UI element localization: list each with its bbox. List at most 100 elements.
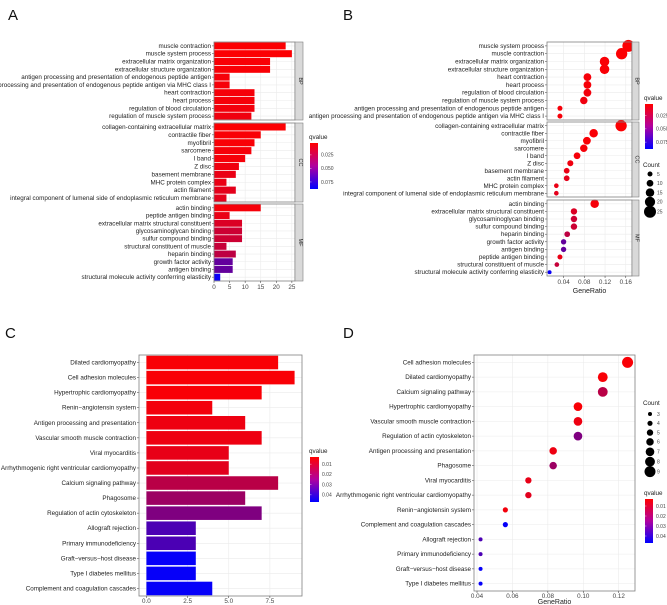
data-point bbox=[478, 552, 483, 557]
legend-tick-label: 20 bbox=[657, 200, 663, 206]
qvalue-legend: qvalue 0.01 0.02 0.03 0.04 bbox=[309, 448, 332, 502]
bar bbox=[146, 536, 196, 551]
category-label: integral component of lumenal side of en… bbox=[343, 190, 544, 197]
bar bbox=[214, 204, 261, 212]
facet-strip-label: MF bbox=[297, 239, 303, 248]
bar bbox=[214, 219, 243, 227]
category-label: extracellular matrix organization bbox=[122, 59, 211, 66]
legend-tick-label: 0.075 bbox=[656, 140, 667, 146]
legend-tick-label: 8 bbox=[657, 460, 660, 466]
legend-tick-label: 0.01 bbox=[322, 462, 332, 468]
x-tick-label: 0.0 bbox=[142, 598, 151, 605]
colorbar bbox=[645, 499, 653, 543]
bar bbox=[214, 194, 227, 202]
legend-tick-label: 5 bbox=[657, 172, 660, 178]
category-label: Z disc bbox=[194, 163, 211, 170]
category-label: Calcium signaling pathway bbox=[396, 389, 471, 396]
data-point bbox=[549, 447, 557, 455]
size-key bbox=[648, 412, 652, 416]
size-key bbox=[645, 188, 655, 197]
data-point bbox=[622, 39, 635, 52]
category-label: Type I diabetes mellitus bbox=[70, 570, 136, 577]
data-point bbox=[580, 96, 588, 105]
category-label: structural constituent of muscle bbox=[457, 262, 544, 269]
category-label: regulation of blood circulation bbox=[129, 105, 211, 112]
facet-main: Dilated cardiomyopathy Cell adhesion mole… bbox=[1, 354, 303, 597]
category-label: myofibril bbox=[188, 140, 211, 147]
bar bbox=[214, 73, 230, 81]
facet-strip bbox=[294, 203, 304, 282]
bar bbox=[146, 551, 196, 566]
x-tick-label: 7.5 bbox=[266, 598, 275, 605]
category-label: Vascular smooth muscle contraction bbox=[35, 435, 136, 442]
legend-title: qvalue bbox=[644, 490, 663, 497]
colorbar bbox=[310, 457, 319, 502]
category-label: Renin−angiotensin system bbox=[397, 507, 471, 514]
data-point bbox=[599, 56, 610, 67]
bar bbox=[214, 131, 261, 139]
data-point bbox=[570, 215, 578, 223]
category-label: sulfur compound binding bbox=[475, 224, 544, 231]
qvalue-legend: qvalue 0.025 0.050 0.075 bbox=[309, 134, 334, 189]
x-tick-label: 0.06 bbox=[506, 593, 519, 600]
facet-strip-label: BP bbox=[634, 77, 640, 85]
category-label: MHC protein complex bbox=[150, 179, 211, 186]
data-point bbox=[583, 136, 591, 145]
bar bbox=[146, 521, 196, 535]
category-label: heparin binding bbox=[501, 231, 545, 238]
legend-tick-label: 0.01 bbox=[656, 504, 666, 510]
bar bbox=[214, 273, 221, 281]
data-point bbox=[560, 246, 567, 253]
legend-tick-label: 0.050 bbox=[656, 127, 667, 133]
category-label: structural constituent of muscle bbox=[124, 243, 211, 250]
category-label: collagen-containing extracellular matrix bbox=[102, 124, 212, 131]
bar bbox=[146, 446, 229, 460]
category-label: Complement and coagulation cascades bbox=[26, 585, 136, 592]
category-label: basement membrane bbox=[484, 168, 544, 175]
category-label: growth factor activity bbox=[154, 259, 212, 266]
plot-background bbox=[474, 355, 635, 591]
count-legend: Count 5 10 15 20 25 bbox=[643, 162, 663, 218]
category-label: actin binding bbox=[509, 201, 545, 208]
data-point bbox=[573, 402, 583, 411]
data-point bbox=[564, 231, 571, 238]
bar bbox=[146, 581, 213, 596]
category-label: actin binding bbox=[176, 205, 212, 212]
legend-tick-label: 9 bbox=[657, 469, 660, 475]
bar bbox=[214, 258, 233, 266]
x-tick-label: 20 bbox=[273, 284, 281, 291]
category-label: Complement and coagulation cascades bbox=[361, 522, 471, 529]
category-label: antigen binding bbox=[168, 266, 211, 273]
legend-tick-label: 0.03 bbox=[656, 524, 666, 530]
data-point bbox=[599, 64, 610, 75]
facet-strip bbox=[294, 122, 304, 203]
category-label: structural molecule activity conferring … bbox=[415, 269, 545, 276]
data-point bbox=[478, 537, 483, 542]
data-point bbox=[563, 175, 570, 182]
data-point bbox=[583, 81, 592, 89]
category-label: regulation of muscle system process bbox=[442, 98, 544, 105]
bar bbox=[214, 139, 255, 147]
bar bbox=[214, 250, 236, 258]
category-label: sarcomere bbox=[514, 145, 544, 152]
category-label: muscle contraction bbox=[492, 51, 545, 58]
facet-strip-label: BP bbox=[297, 77, 303, 85]
count-legend: Count 3 4 5 6 7 8 9 bbox=[643, 400, 660, 478]
legend-title: qvalue bbox=[309, 134, 328, 141]
bar bbox=[214, 123, 286, 131]
category-label: extracellular matrix structural constitu… bbox=[98, 220, 211, 227]
category-label: peptide antigen binding bbox=[146, 213, 212, 220]
colorbar bbox=[310, 143, 318, 189]
data-point bbox=[570, 223, 578, 230]
data-point bbox=[573, 431, 583, 441]
bar bbox=[214, 147, 252, 155]
legend-title: Count bbox=[643, 400, 660, 407]
panel-letter: A bbox=[8, 7, 18, 24]
data-point bbox=[583, 73, 592, 81]
x-tick-label: 0.10 bbox=[577, 593, 590, 600]
legend-tick-label: 15 bbox=[657, 190, 663, 196]
bar bbox=[214, 50, 292, 58]
x-tick-label: 2.5 bbox=[183, 598, 192, 605]
